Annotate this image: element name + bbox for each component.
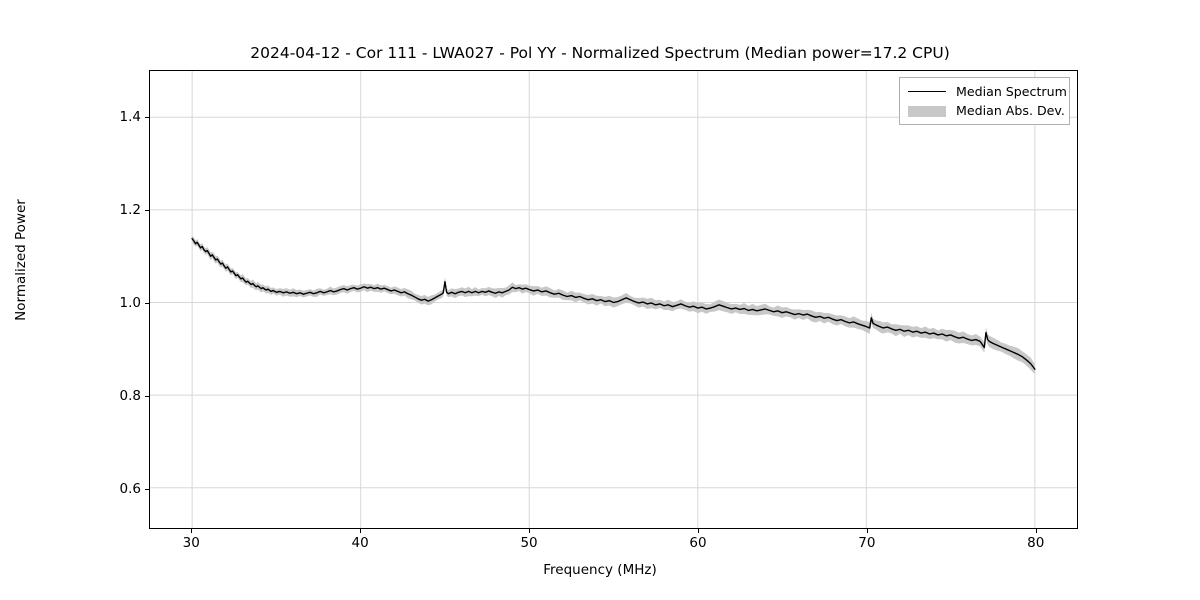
- x-tick-label: 50: [520, 535, 538, 551]
- x-axis-label: Frequency (MHz): [543, 562, 657, 578]
- x-tick-label: 30: [182, 535, 200, 551]
- gridlines: [150, 71, 1077, 528]
- chart-title: 2024-04-12 - Cor 111 - LWA027 - Pol YY -…: [250, 44, 950, 62]
- legend-label-median-abs-dev: Median Abs. Dev.: [956, 103, 1065, 118]
- legend-entry-median-spectrum: Median Spectrum: [906, 82, 1067, 101]
- x-tick-mark: [529, 529, 531, 533]
- x-tick-label: 70: [858, 535, 876, 551]
- x-tick-label: 60: [689, 535, 707, 551]
- legend-label-median-spectrum: Median Spectrum: [956, 84, 1067, 99]
- legend-box: Median Spectrum Median Abs. Dev.: [899, 77, 1070, 125]
- y-tick-label: 1.4: [119, 108, 141, 125]
- legend-patch-swatch-icon: [906, 104, 948, 118]
- y-tick-label: 0.6: [119, 480, 141, 497]
- y-tick-label: 0.8: [119, 387, 141, 404]
- legend-line-swatch-icon: [906, 85, 948, 99]
- median-abs-dev-band: [192, 235, 1035, 375]
- x-tick-mark: [697, 529, 700, 533]
- y-tick-label: 1.2: [119, 201, 141, 218]
- y-tick-label: 1.0: [119, 294, 141, 311]
- x-tick-label: 40: [351, 535, 369, 551]
- x-tick-label: 80: [1027, 535, 1045, 551]
- y-axis-label: Normalized Power: [13, 199, 29, 321]
- x-tick-mark: [191, 529, 193, 533]
- legend-entry-median-abs-dev: Median Abs. Dev.: [906, 101, 1065, 120]
- median-spectrum-line: [191, 237, 1036, 370]
- x-tick-mark: [1035, 529, 1037, 533]
- x-tick-mark: [866, 529, 868, 533]
- x-tick-mark: [360, 529, 362, 533]
- plot-svg: [150, 71, 1077, 528]
- plot-area: [149, 70, 1078, 529]
